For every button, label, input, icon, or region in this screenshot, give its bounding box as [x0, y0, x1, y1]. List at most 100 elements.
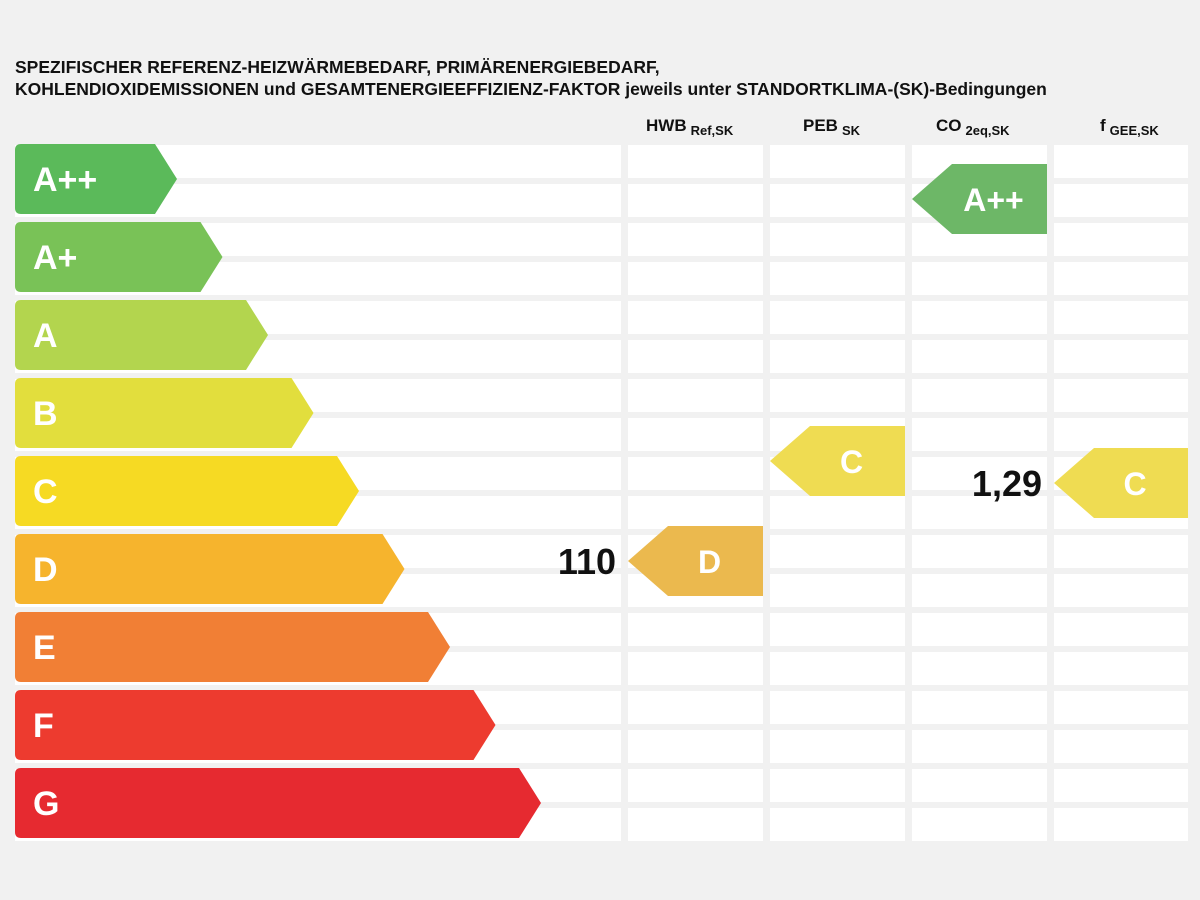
- class-bar-label: A+: [33, 239, 77, 277]
- class-bar-label: F: [33, 707, 54, 745]
- column-header-peb-sub: SK: [841, 123, 861, 138]
- grid-cell-3-3: [912, 262, 1047, 295]
- grid-cell-0-2: [770, 145, 905, 178]
- class-bar-c: [15, 456, 359, 526]
- grid-cell-7-4: [1054, 418, 1188, 451]
- title-line-1: SPEZIFISCHER REFERENZ-HEIZWÄRMEBEDARF, P…: [15, 57, 660, 77]
- grid-cell-6-3: [912, 379, 1047, 412]
- grid-cell-16-4: [1054, 769, 1188, 802]
- marker-hwb-value: 110: [558, 541, 616, 582]
- grid-cell-12-2: [770, 613, 905, 646]
- grid-cell-5-4: [1054, 340, 1188, 373]
- marker-peb-rating: C: [840, 444, 863, 480]
- column-header-hwb-sub: Ref,SK: [690, 123, 734, 138]
- chart-title: SPEZIFISCHER REFERENZ-HEIZWÄRMEBEDARF, P…: [15, 56, 1185, 100]
- class-bar-label: A++: [33, 161, 97, 199]
- grid-cell-9-2: [770, 496, 905, 529]
- grid-cell-2-4: [1054, 223, 1188, 256]
- marker-hwb-rating: D: [698, 544, 721, 580]
- class-bar-label: A: [33, 317, 58, 355]
- grid-cell-0-4: [1054, 145, 1188, 178]
- column-header-fgee-sub: GEE,SK: [1109, 123, 1159, 138]
- grid-cell-6-1: [628, 379, 763, 412]
- marker-f-rating: C: [1123, 466, 1146, 502]
- grid-cell-16-2: [770, 769, 905, 802]
- grid-cell-7-3: [912, 418, 1047, 451]
- column-header-fgee: f GEE,SK: [1100, 116, 1159, 138]
- column-header-hwb: HWB Ref,SK: [646, 116, 734, 138]
- grid-cell-4-1: [628, 301, 763, 334]
- grid-cell-3-4: [1054, 262, 1188, 295]
- grid-cell-15-4: [1054, 730, 1188, 763]
- class-bar-label: E: [33, 629, 56, 667]
- grid-cell-0-1: [628, 145, 763, 178]
- class-bar-aplusplus: [15, 144, 177, 214]
- grid-cell-8-1: [628, 457, 763, 490]
- grid-cell-13-4: [1054, 652, 1188, 685]
- grid-cell-9-1: [628, 496, 763, 529]
- grid-cell-14-2: [770, 691, 905, 724]
- grid-cell-13-3: [912, 652, 1047, 685]
- grid-cell-15-3: [912, 730, 1047, 763]
- marker-f-value: 1,29: [972, 463, 1042, 504]
- grid-cell-12-1: [628, 613, 763, 646]
- class-bar-label: B: [33, 395, 58, 433]
- grid-cell-11-3: [912, 574, 1047, 607]
- grid-cell-14-3: [912, 691, 1047, 724]
- grid-cell-16-3: [912, 769, 1047, 802]
- column-header-peb-name: PEB: [803, 116, 838, 135]
- grid-cell-4-4: [1054, 301, 1188, 334]
- column-header-co2: CO 2eq,SK: [936, 116, 1010, 138]
- grid-cell-17-4: [1054, 808, 1188, 841]
- grid-cell-15-1: [628, 730, 763, 763]
- grid-cell-5-2: [770, 340, 905, 373]
- grid-cell-3-2: [770, 262, 905, 295]
- class-bar-d: [15, 534, 405, 604]
- class-bar-label: G: [33, 785, 59, 823]
- class-bar-aplus: [15, 222, 223, 292]
- class-bar-b: [15, 378, 314, 448]
- rating-bars: A++ A+ A B C D E F G: [15, 144, 541, 838]
- grid-cell-10-3: [912, 535, 1047, 568]
- column-header-hwb-name: HWB: [646, 116, 687, 135]
- marker-hwb: [628, 526, 763, 596]
- grid-cell-12-4: [1054, 613, 1188, 646]
- grid-cell-2-2: [770, 223, 905, 256]
- column-header-fgee-name: f: [1100, 116, 1106, 135]
- class-bar-f: [15, 690, 496, 760]
- title-line-2: KOHLENDIOXIDEMISSIONEN und GESAMTENERGIE…: [15, 79, 1047, 99]
- grid-cell-6-4: [1054, 379, 1188, 412]
- class-bar-a: [15, 300, 268, 370]
- marker-peb: [770, 426, 905, 496]
- grid-cell-1-2: [770, 184, 905, 217]
- grid-cell-15-2: [770, 730, 905, 763]
- class-bar-g: [15, 768, 541, 838]
- rating-markers: D 110 C A++ C 1,29: [558, 164, 1188, 596]
- grid-cell-7-1: [628, 418, 763, 451]
- grid-cell-10-4: [1054, 535, 1188, 568]
- grid-cell-6-2: [770, 379, 905, 412]
- grid-cell-2-1: [628, 223, 763, 256]
- marker-f: [1054, 448, 1188, 518]
- grid-cell-4-2: [770, 301, 905, 334]
- marker-co-rating: A++: [963, 182, 1023, 218]
- grid-cell-11-4: [1054, 574, 1188, 607]
- class-bar-e: [15, 612, 450, 682]
- grid-cell-17-1: [628, 808, 763, 841]
- grid-cell-14-4: [1054, 691, 1188, 724]
- column-header-peb: PEB SK: [803, 116, 861, 138]
- grid-cell-11-2: [770, 574, 905, 607]
- grid-cell-14-1: [628, 691, 763, 724]
- grid-cell-17-3: [912, 808, 1047, 841]
- class-bar-label: C: [33, 473, 58, 511]
- grid-cell-8-3: [912, 457, 1047, 490]
- column-header-co2-name: CO: [936, 116, 962, 135]
- grid-cell-13-1: [628, 652, 763, 685]
- grid-cell-10-2: [770, 535, 905, 568]
- class-bar-label: D: [33, 551, 58, 589]
- grid-cell-1-4: [1054, 184, 1188, 217]
- marker-co: [912, 164, 1047, 234]
- grid-cell-13-2: [770, 652, 905, 685]
- grid-cell-1-1: [628, 184, 763, 217]
